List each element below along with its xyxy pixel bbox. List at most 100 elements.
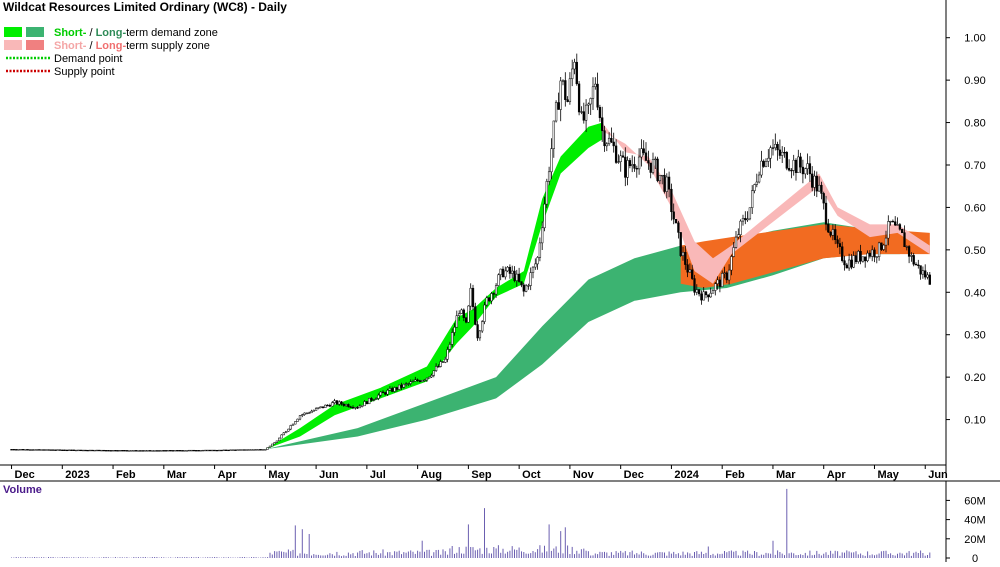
candle-body [400, 384, 403, 388]
candle-body [704, 291, 708, 296]
x-tick-label: Apr [218, 469, 238, 481]
candle-body [197, 450, 200, 452]
candle-body [614, 145, 618, 163]
candle-body [744, 218, 747, 221]
candle-body [619, 155, 622, 162]
candle-body [852, 255, 855, 268]
candle-body [68, 449, 71, 451]
candle-body [737, 234, 740, 238]
candle-body [771, 147, 775, 149]
candle-body [266, 447, 269, 450]
candle-body [234, 449, 237, 451]
candle-body [222, 449, 225, 451]
candle-body [381, 391, 385, 394]
x-tick-label: Jun [928, 469, 948, 481]
candle-body [520, 281, 523, 286]
candle-body [128, 450, 131, 452]
candle-body [531, 266, 535, 273]
candle-body [785, 152, 788, 169]
candle-body [831, 229, 835, 236]
candle-body [843, 260, 846, 266]
candle-body [77, 449, 80, 452]
candle-body [434, 366, 438, 371]
candle-body [446, 349, 449, 360]
candle-body [393, 387, 396, 392]
candle-body [132, 450, 135, 452]
candle-body [421, 380, 424, 382]
candle-body [321, 406, 325, 408]
candle-body [24, 449, 27, 451]
candle-body [485, 297, 488, 306]
candle-body [746, 218, 749, 221]
candle-body [206, 449, 209, 452]
candle-body [674, 219, 678, 224]
candle-body [667, 176, 671, 190]
volume-panel: Volume 0 20M 40M 60M [3, 481, 986, 565]
candle-body [790, 169, 793, 172]
candle-body [817, 184, 821, 192]
candle-body [211, 449, 214, 452]
candle-body [12, 449, 15, 451]
candle-body [658, 175, 662, 182]
candle-body [236, 449, 239, 451]
candle-body [799, 156, 802, 168]
candle-body [607, 137, 611, 145]
candle-body [561, 80, 565, 82]
candle-body [642, 148, 645, 154]
x-tick-label: Feb [116, 469, 136, 481]
candle-body [850, 259, 853, 268]
candle-body [903, 232, 906, 247]
candle-body [160, 450, 163, 452]
candle-body [541, 227, 544, 244]
candle-body [340, 401, 343, 405]
x-tick-label: Mar [776, 469, 796, 481]
candle-body [314, 408, 318, 411]
candle-body [388, 388, 392, 391]
candle-body [169, 450, 172, 452]
candle-body [250, 449, 253, 451]
candle-body [181, 450, 184, 452]
candle-body [469, 287, 472, 307]
candle-body [335, 400, 339, 405]
candle-body [727, 269, 731, 281]
candle-body [312, 409, 315, 412]
candle-body [254, 449, 258, 451]
candle-body [273, 442, 276, 445]
candle-body [591, 86, 595, 99]
candles-layer [10, 53, 931, 452]
candle-body [238, 449, 242, 451]
candle-body [201, 449, 205, 452]
candle-body [40, 449, 43, 451]
price-tick-label: 0.80 [964, 118, 985, 130]
candle-body [594, 83, 597, 87]
candle-body [693, 278, 696, 293]
candle-body [714, 283, 717, 291]
candle-body [894, 221, 897, 226]
candle-body [688, 269, 692, 273]
candle-body [914, 263, 918, 266]
candle-body [10, 449, 13, 451]
candle-body [841, 246, 844, 261]
price-tick-label: 0.40 [964, 287, 985, 299]
candle-body [134, 450, 138, 452]
candle-body [767, 157, 770, 162]
candle-body [697, 289, 701, 295]
volume-tick-label: 40M [964, 515, 985, 527]
volume-tick-label: 60M [964, 495, 985, 507]
candle-body [517, 273, 521, 282]
candle-body [757, 174, 761, 183]
candle-body [857, 251, 860, 262]
candle-body [414, 379, 417, 382]
candle-body [534, 263, 537, 268]
candle-body [328, 404, 332, 407]
candle-body [372, 399, 375, 401]
candle-body [377, 394, 380, 399]
candle-body [437, 366, 440, 368]
candle-body [164, 450, 168, 452]
candle-body [577, 83, 581, 113]
legend-swatch [4, 27, 22, 37]
candle-body [296, 418, 299, 422]
candle-body [185, 450, 189, 452]
candle-body [358, 405, 362, 409]
candle-body [220, 449, 223, 452]
